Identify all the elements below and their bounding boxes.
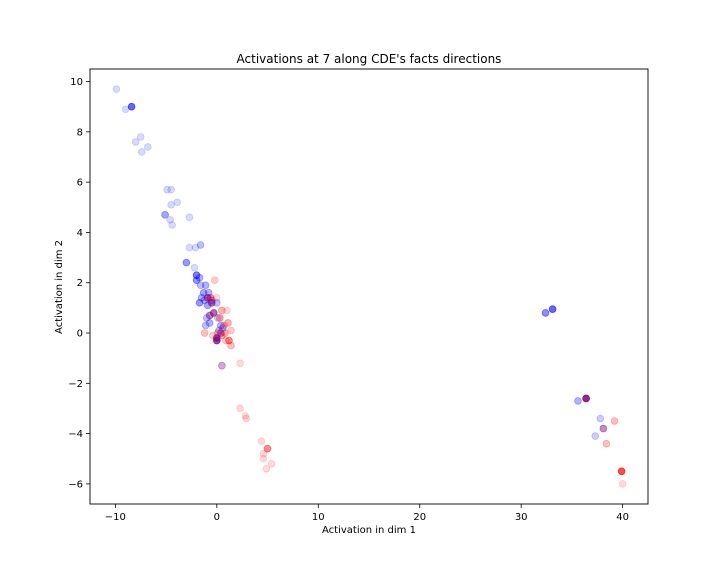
scatter-point-red bbox=[242, 414, 251, 423]
scatter-point-blue bbox=[548, 305, 557, 313]
scatter-point-red bbox=[236, 359, 244, 367]
y-tick-label: 0 bbox=[77, 329, 83, 340]
y-tick-label: 2 bbox=[77, 278, 83, 289]
scatter-point-blue bbox=[191, 243, 200, 252]
x-tick-label: −10 bbox=[105, 512, 126, 523]
scatter-point-blue bbox=[182, 258, 191, 267]
y-tick-label: −4 bbox=[68, 429, 83, 440]
scatter-point-blue bbox=[596, 414, 605, 423]
y-tick-label: 4 bbox=[77, 228, 83, 239]
y-tick-label: 8 bbox=[77, 127, 83, 138]
scatter-point-blue bbox=[219, 324, 227, 332]
scatter-point-red bbox=[262, 464, 271, 473]
scatter-point-blue bbox=[192, 276, 201, 285]
scatter-point-red bbox=[602, 439, 611, 448]
scatter-point-purple bbox=[205, 311, 214, 320]
scatter-point-blue bbox=[127, 102, 136, 111]
chart-title: Activations at 7 along CDE's facts direc… bbox=[237, 52, 502, 66]
scatter-point-blue bbox=[163, 185, 171, 194]
scatter-point-blue bbox=[199, 288, 208, 297]
scatter-point-blue bbox=[205, 319, 214, 327]
scatter-point-blue bbox=[196, 281, 205, 290]
x-tick-label: 30 bbox=[515, 512, 528, 523]
scatter-point-blue bbox=[192, 271, 201, 279]
scatter-point-blue bbox=[195, 273, 204, 282]
scatter-point-red bbox=[227, 341, 235, 350]
scatter-point-blue bbox=[185, 243, 194, 252]
x-tick-label: 10 bbox=[312, 512, 325, 523]
scatter-point-red bbox=[210, 276, 219, 285]
scatter-point-red bbox=[236, 404, 244, 413]
scatter-point-purple bbox=[599, 424, 608, 433]
y-tick-label: 6 bbox=[77, 178, 83, 189]
y-tick-label: −2 bbox=[68, 379, 83, 390]
scatter-point-blue bbox=[161, 211, 169, 219]
scatter-point-blue bbox=[195, 299, 204, 307]
scatter-point-red bbox=[222, 336, 230, 345]
axis-ticks: −10 0 10 20 30 40 −6 −4 −2 0 2 4 6 8 10 bbox=[68, 77, 629, 523]
scatter-point-red bbox=[263, 444, 272, 453]
x-tick-label: 40 bbox=[616, 512, 629, 523]
data-points bbox=[112, 85, 627, 488]
scatter-point-red bbox=[241, 412, 250, 420]
plot-frame bbox=[89, 68, 649, 505]
scatter-point-blue bbox=[137, 148, 146, 156]
scatter-point-purple bbox=[207, 299, 216, 307]
scatter-point-red bbox=[227, 326, 235, 335]
scatter-point-purple bbox=[213, 336, 221, 345]
scatter-point-red bbox=[221, 329, 229, 337]
scatter-point-blue bbox=[173, 198, 182, 207]
scatter-point-purple bbox=[582, 394, 590, 403]
scatter-point-blue bbox=[217, 321, 225, 330]
scatter-point-red bbox=[225, 336, 233, 345]
scatter-point-red bbox=[259, 449, 268, 458]
scatter-point-blue bbox=[144, 143, 152, 151]
y-axis-label: Activation in dim 2 bbox=[54, 240, 65, 334]
x-axis-label: Activation in dim 1 bbox=[322, 525, 416, 536]
scatter-point-red bbox=[220, 321, 228, 330]
scatter-point-red bbox=[218, 306, 226, 315]
scatter-point-purple bbox=[203, 294, 212, 302]
scatter-point-blue bbox=[166, 216, 174, 224]
scatter-point-red bbox=[223, 306, 231, 315]
scatter-point-purple bbox=[218, 361, 226, 370]
scatter-point-blue bbox=[591, 432, 600, 440]
scatter-point-blue bbox=[201, 321, 210, 330]
scatter-point-blue bbox=[190, 263, 199, 272]
scatter-point-red bbox=[224, 319, 232, 327]
y-tick-label: −6 bbox=[68, 479, 83, 490]
scatter-point-blue bbox=[185, 213, 194, 222]
x-tick-label: 20 bbox=[413, 512, 426, 523]
scatter-point-red bbox=[618, 480, 627, 488]
scatter-point-red bbox=[267, 459, 276, 468]
scatter-point-blue bbox=[196, 241, 205, 249]
scatter-point-red bbox=[200, 329, 209, 337]
y-tick-label: 10 bbox=[70, 77, 83, 88]
scatter-point-blue bbox=[167, 200, 175, 209]
scatter-point-red bbox=[617, 467, 626, 476]
scatter-point-blue bbox=[214, 314, 222, 322]
scatter-point-red bbox=[610, 417, 619, 425]
x-tick-label: 0 bbox=[214, 512, 220, 523]
scatter-point-blue bbox=[168, 221, 176, 229]
scatter-point-purple bbox=[217, 329, 225, 337]
scatter-point-blue bbox=[215, 326, 223, 335]
scatter-point-red bbox=[257, 437, 266, 445]
scatter-point-red bbox=[216, 314, 224, 322]
scatter-point-blue bbox=[541, 309, 550, 317]
scatter-point-red bbox=[213, 294, 221, 302]
scatter-point-blue bbox=[167, 185, 175, 194]
scatter-point-red bbox=[259, 454, 268, 463]
scatter-point-blue bbox=[574, 397, 582, 405]
scatter-point-blue bbox=[136, 133, 145, 141]
scatter-point-blue bbox=[131, 138, 140, 146]
scatter-point-blue bbox=[112, 85, 121, 93]
scatter-point-blue bbox=[201, 281, 210, 290]
